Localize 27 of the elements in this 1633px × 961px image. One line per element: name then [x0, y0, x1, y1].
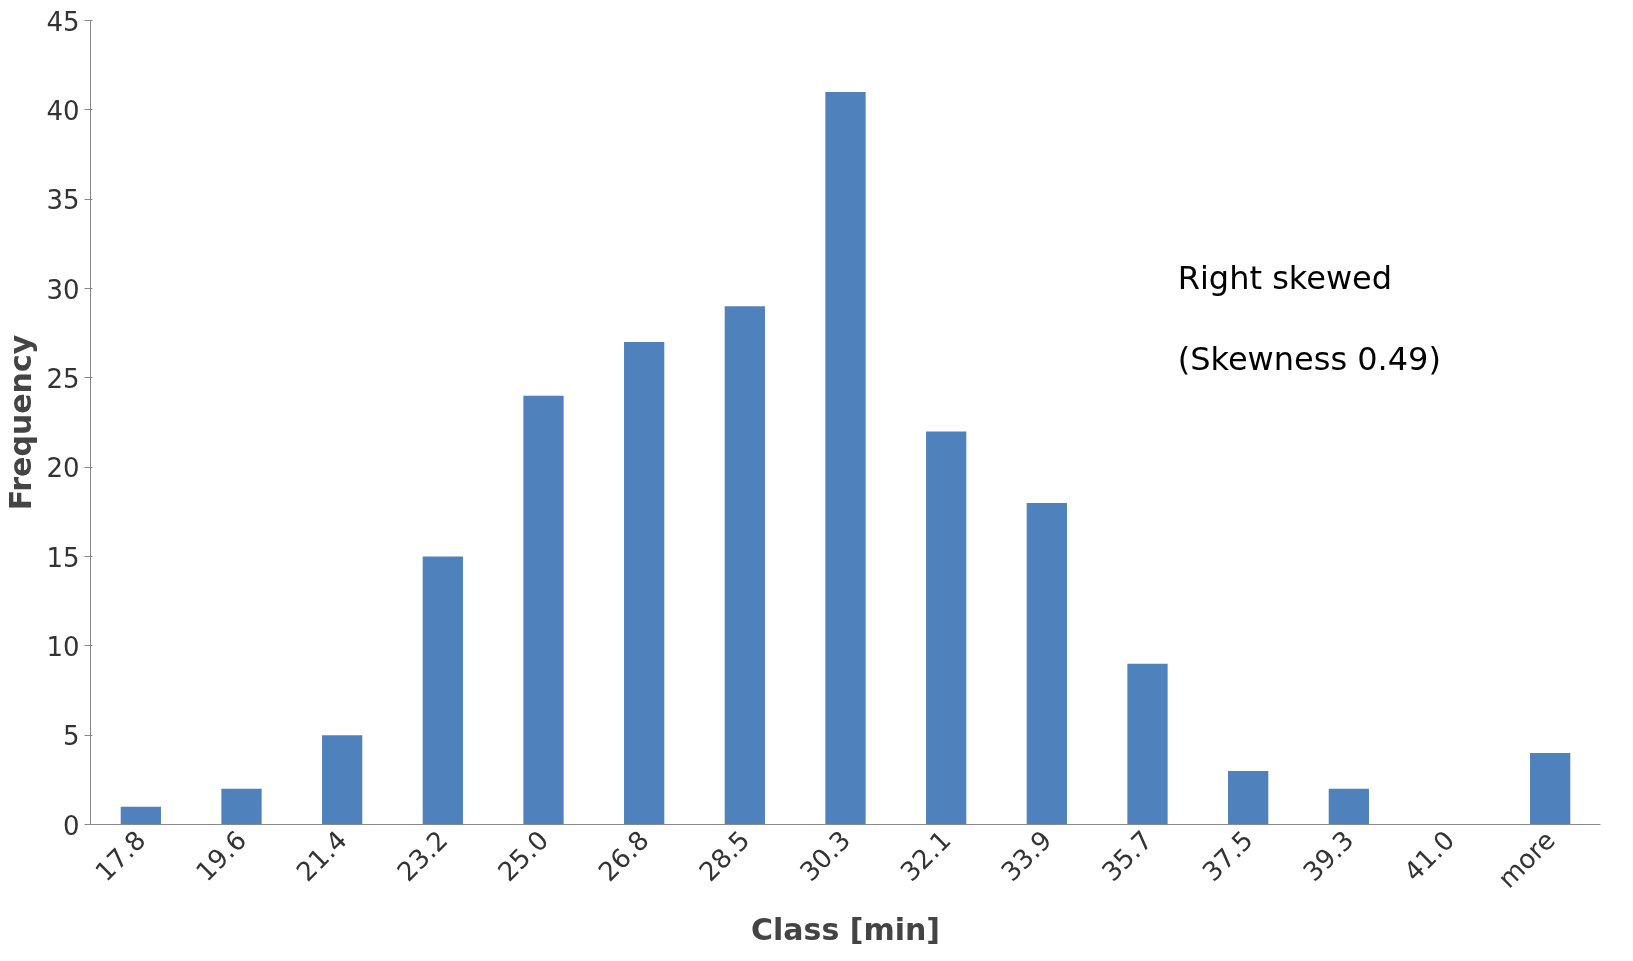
bar: [120, 806, 161, 825]
y-tick-label: 45: [46, 6, 80, 37]
bar: [1228, 770, 1269, 825]
y-tick-label: 5: [62, 721, 80, 752]
y-tick-label: 40: [46, 95, 80, 126]
bar: [1530, 753, 1571, 825]
bar: [724, 306, 765, 825]
y-tick-label: 15: [46, 542, 80, 573]
bar: [221, 788, 262, 825]
y-tick-label: 20: [46, 453, 80, 484]
bar: [624, 342, 665, 825]
bar: [825, 91, 866, 825]
y-tick-label: 35: [46, 185, 80, 216]
y-tick-label: 25: [46, 363, 80, 394]
bar: [322, 735, 363, 825]
bar: [1328, 788, 1369, 825]
text: Right skewed (Skewness 0.49): [1177, 259, 1441, 378]
bar: [523, 395, 564, 825]
bar: [422, 556, 463, 825]
x-axis-title: Class [min]: [750, 912, 941, 948]
bar: [1127, 663, 1168, 825]
y-tick-label: 30: [46, 274, 80, 305]
y-tick-label: 10: [46, 631, 80, 662]
y-axis-title: Frequency: [3, 334, 39, 511]
y-tick-label: 0: [62, 810, 80, 841]
bar: [1026, 502, 1067, 825]
bar: [926, 431, 967, 825]
